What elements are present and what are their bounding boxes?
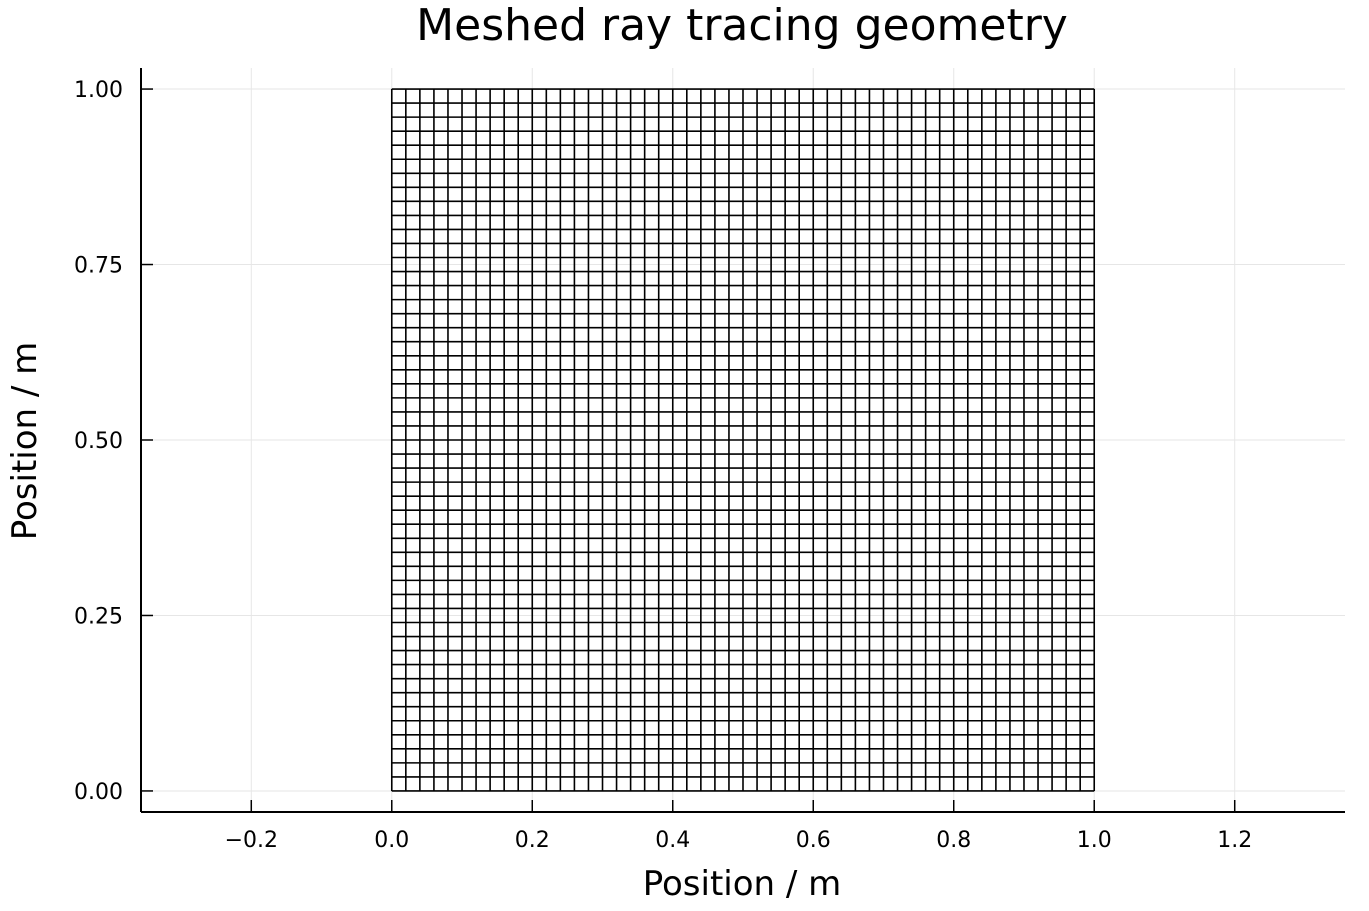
x-tick-label: 0.8 (936, 828, 971, 853)
mesh (390, 88, 1096, 792)
x-axis-ticks: −0.2 0.0 0.2 0.4 0.6 0.8 1.0 1.2 (225, 800, 1252, 853)
y-tick-label: 0.25 (74, 604, 123, 629)
x-tick-label: 0.0 (374, 828, 409, 853)
y-tick-label: 0.75 (74, 254, 123, 279)
y-tick-label: 1.00 (74, 78, 123, 103)
x-tick-label: 0.4 (655, 828, 690, 853)
x-tick-label: 0.6 (796, 828, 831, 853)
chart-title: Meshed ray tracing geometry (416, 0, 1068, 51)
x-axis-title: Position / m (643, 864, 842, 904)
x-tick-label: 0.2 (515, 828, 550, 853)
x-tick-label: −0.2 (225, 828, 278, 853)
y-axis-title: Position / m (5, 342, 45, 541)
x-tick-label: 1.2 (1217, 828, 1252, 853)
y-tick-label: 0.00 (74, 780, 123, 805)
x-tick-label: 1.0 (1077, 828, 1112, 853)
y-tick-label: 0.50 (74, 429, 123, 454)
y-axis-ticks: 0.00 0.25 0.50 0.75 1.00 (74, 78, 153, 805)
